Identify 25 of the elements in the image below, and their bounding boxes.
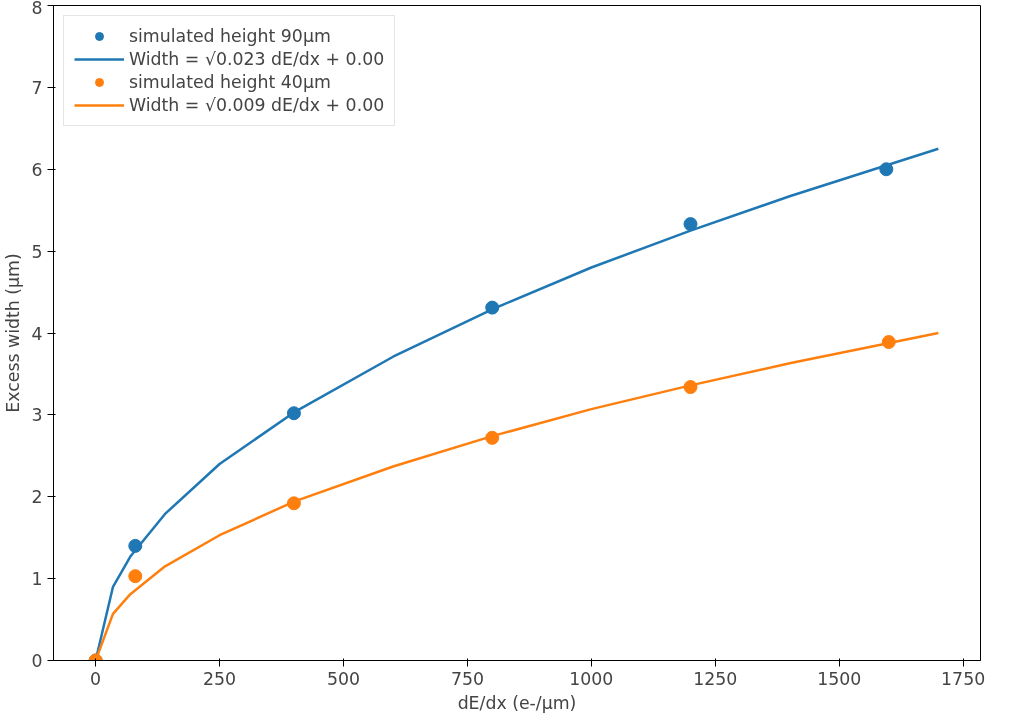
x-axis-title: dE/dx (e-/μm) (457, 692, 577, 713)
y-tick-label: 3 (31, 405, 43, 426)
x-tick-label: 1500 (817, 668, 862, 689)
legend-label: Width = √0.023 dE/dx + 0.00 (129, 49, 385, 69)
x-tick-label: 1250 (693, 668, 738, 689)
point (128, 569, 143, 584)
x-tick-label: 0 (90, 668, 102, 689)
y-axis-title: Excess width (μm) (3, 253, 24, 413)
x-tick-label: 1000 (569, 668, 614, 689)
legend-label: Width = √0.009 dE/dx + 0.00 (129, 95, 385, 115)
y-tick-label: 7 (31, 77, 43, 98)
y-tick-label: 6 (31, 159, 43, 180)
x-tick-label: 250 (203, 668, 237, 689)
y-tick-label: 0 (31, 651, 43, 671)
y-tick-label: 1 (31, 569, 43, 590)
x-tick-label: 750 (450, 668, 484, 689)
y-tick-label: 5 (31, 241, 43, 262)
legend-label: simulated height 90μm (129, 26, 331, 46)
x-tick-label: 1750 (941, 668, 986, 689)
point (683, 217, 698, 232)
legend-label: simulated height 40μm (129, 72, 331, 92)
x-tick-label: 500 (326, 668, 361, 689)
y-tick-label: 8 (31, 0, 43, 18)
y-tick-label: 4 (31, 323, 43, 344)
y-tick-label: 2 (31, 487, 43, 508)
